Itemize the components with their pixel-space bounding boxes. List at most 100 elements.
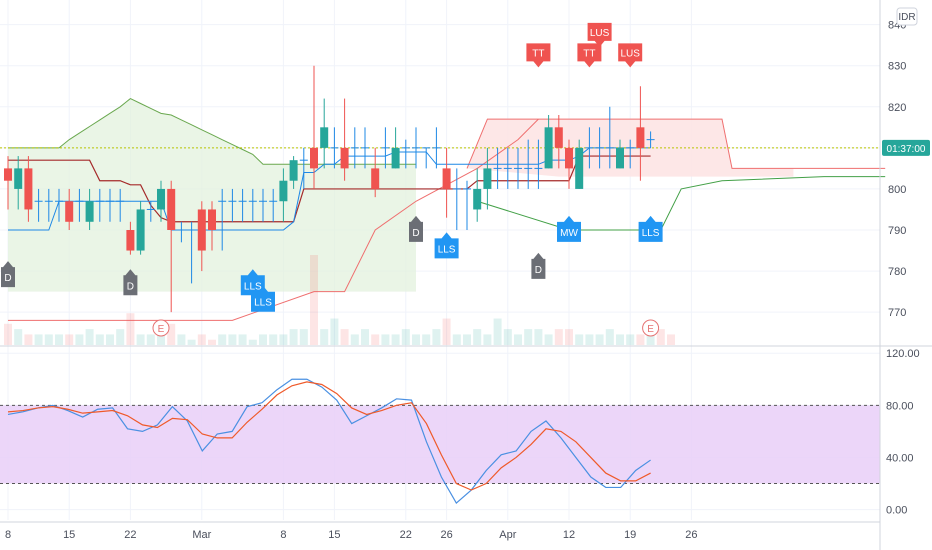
volume-bar	[65, 334, 74, 345]
volume-bar	[24, 334, 33, 345]
marker-label: LLS	[254, 298, 272, 309]
marker-label: LUS	[620, 48, 640, 59]
volume-bar	[269, 334, 278, 345]
volume-bar	[544, 334, 553, 345]
volume-bar	[595, 334, 604, 345]
volume-bar	[432, 329, 441, 345]
candle-body[interactable]	[167, 188, 176, 230]
candle-body[interactable]	[442, 168, 451, 189]
candle-body[interactable]	[24, 168, 33, 210]
candle-body[interactable]	[371, 168, 380, 189]
volume-bar	[412, 334, 420, 345]
candle-body[interactable]	[483, 168, 492, 189]
price-pane[interactable]	[0, 65, 886, 345]
volume-bar	[299, 329, 308, 345]
volume-bar	[44, 334, 53, 345]
candle-body[interactable]	[4, 168, 12, 181]
marker-label: LLS	[244, 281, 262, 292]
candle-body[interactable]	[208, 209, 216, 230]
volume-bar	[575, 334, 584, 345]
candle-body[interactable]	[85, 201, 94, 222]
stoch-tick-label: 120.00	[886, 348, 920, 360]
candle-body[interactable]	[340, 147, 349, 169]
signal-marker-d: D	[123, 269, 138, 296]
volume-bar	[197, 334, 206, 345]
candle-body[interactable]	[565, 147, 573, 169]
volume-bar	[656, 329, 665, 345]
volume-bar	[208, 339, 216, 345]
marker-label: D	[412, 228, 419, 239]
volume-bar	[442, 318, 451, 345]
volume-bar	[75, 334, 84, 345]
price-tick-label: 770	[888, 307, 906, 319]
price-tick-label: 820	[888, 102, 906, 114]
candle-body[interactable]	[391, 147, 400, 169]
volume-bar	[646, 334, 655, 345]
candle-body[interactable]	[544, 127, 553, 169]
candle-body[interactable]	[279, 180, 288, 202]
candle-body[interactable]	[157, 188, 165, 210]
volume-bar	[483, 334, 492, 345]
price-tick-label: 790	[888, 225, 906, 237]
marker-shape	[409, 215, 423, 242]
volume-bar	[136, 334, 145, 345]
volume-bar	[636, 334, 645, 345]
volume-bar	[626, 334, 635, 345]
currency-badge-frame[interactable]	[896, 7, 918, 26]
volume-bar	[310, 255, 318, 345]
candle-body[interactable]	[575, 147, 584, 189]
price-tick-label: 800	[888, 184, 906, 196]
countdown-label: 01:37:00	[887, 144, 926, 155]
signal-marker-lls: LLS	[240, 269, 265, 296]
signal-marker-tt: TT	[526, 43, 551, 68]
volume-bar	[371, 334, 380, 345]
marker-label: D	[4, 273, 11, 284]
volume-bar	[422, 334, 431, 345]
volume-bar	[667, 334, 675, 345]
volume-bar	[330, 318, 339, 345]
candle-body[interactable]	[310, 147, 318, 169]
volume-bar	[361, 329, 369, 345]
marker-shape	[123, 269, 138, 296]
marker-shape	[531, 252, 546, 279]
time-tick-label: 12	[563, 529, 575, 541]
volume-bar	[554, 329, 563, 345]
candle-body[interactable]	[473, 188, 482, 210]
candle-body[interactable]	[197, 209, 206, 251]
candle-body[interactable]	[136, 209, 145, 251]
marker-shape	[1, 261, 15, 288]
marker-label: MW	[560, 228, 578, 239]
volume-bar	[452, 334, 461, 345]
candle-body[interactable]	[616, 147, 624, 169]
ichimoku-cloud-bull	[8, 98, 416, 292]
volume-bar	[14, 329, 23, 345]
time-tick-label: Apr	[499, 529, 516, 541]
candle-body[interactable]	[320, 127, 329, 148]
signal-marker-mw: MW	[557, 215, 581, 242]
candle-body[interactable]	[636, 127, 645, 148]
volume-bar	[391, 334, 400, 345]
candle-body[interactable]	[65, 201, 74, 222]
volume-bar	[218, 334, 227, 345]
volume-bar	[106, 334, 114, 345]
stochastic-pane[interactable]	[0, 378, 880, 504]
candle-body[interactable]	[126, 230, 135, 251]
stoch-tick-label: 80.00	[886, 400, 914, 412]
marker-label: TT	[583, 48, 595, 59]
volume-bar	[228, 334, 237, 345]
candle-body[interactable]	[14, 168, 23, 189]
marker-shape	[251, 285, 275, 312]
base-line	[8, 155, 651, 223]
time-tick-label: Mar	[192, 529, 211, 541]
volume-bar	[4, 323, 12, 345]
stoch-d-line	[7, 381, 651, 491]
volume-bar	[534, 329, 543, 345]
time-tick-label: 8	[280, 529, 286, 541]
event-label: E	[647, 324, 654, 335]
volume-bar	[565, 329, 573, 345]
volume-bar	[238, 334, 247, 345]
candle-body[interactable]	[554, 127, 563, 148]
candle-body[interactable]	[289, 160, 298, 181]
